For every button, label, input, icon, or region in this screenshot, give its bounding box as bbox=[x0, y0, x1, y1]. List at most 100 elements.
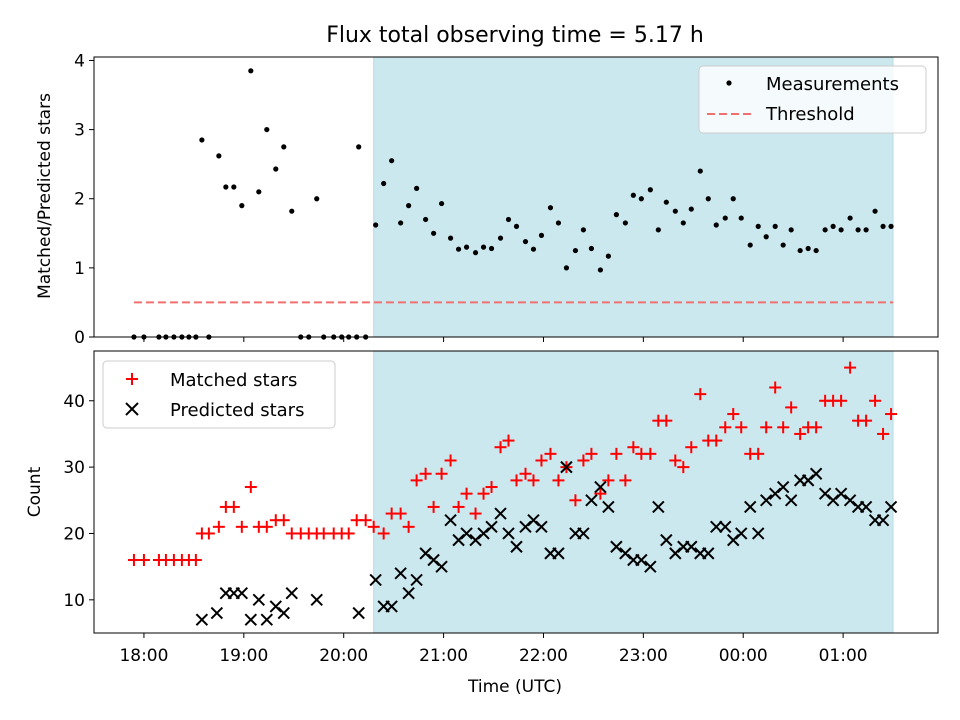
matched-stars-point bbox=[435, 467, 448, 480]
y-tick-label: 1 bbox=[74, 259, 85, 279]
measurements-point bbox=[755, 223, 761, 229]
predicted-stars-point bbox=[552, 547, 565, 560]
y-tick-label: 10 bbox=[63, 591, 85, 611]
measurements-point bbox=[248, 68, 254, 74]
bottom-panel: 10 20 30 40 18:00 19:00 20:00 21:00 22:00 23:00 0… bbox=[25, 350, 939, 697]
matched-stars-point bbox=[277, 514, 290, 527]
measurements-point bbox=[580, 227, 587, 233]
chart-title: Flux total observing time = 5.17 h bbox=[326, 23, 704, 48]
measurements-point bbox=[530, 246, 537, 252]
legend-measurements-marker bbox=[726, 80, 732, 86]
legend-predicted-marker bbox=[125, 402, 139, 416]
measurements-point bbox=[563, 265, 570, 271]
matched-stars-point bbox=[502, 434, 515, 447]
measurements-point bbox=[356, 144, 362, 150]
predicted-stars-point bbox=[402, 586, 415, 600]
matched-stars-point bbox=[394, 507, 407, 520]
matched-stars-point bbox=[685, 441, 698, 454]
measurements-point bbox=[547, 205, 554, 211]
predicted-stars-point bbox=[502, 527, 515, 540]
measurements-point bbox=[231, 184, 237, 190]
measurements-point bbox=[398, 220, 404, 226]
matched-stars-point bbox=[444, 454, 457, 467]
measurements-point bbox=[855, 227, 861, 233]
predicted-stars-point bbox=[884, 500, 898, 514]
measurements-point bbox=[273, 166, 279, 172]
matched-stars-point bbox=[212, 520, 225, 533]
predicted-stars-point bbox=[784, 494, 798, 507]
predicted-stars-point bbox=[585, 494, 598, 507]
matched-stars-point bbox=[594, 487, 607, 500]
predicted-stars-point bbox=[719, 520, 732, 534]
measurements-point bbox=[788, 227, 794, 233]
measurements-point bbox=[373, 222, 379, 228]
measurements-point bbox=[488, 245, 495, 252]
predicted-stars-point bbox=[195, 613, 209, 626]
measurements-point bbox=[613, 212, 619, 218]
measurements-point bbox=[622, 220, 628, 226]
matched-stars-point bbox=[769, 381, 782, 394]
bottom-y-ticks: 10 20 30 40 bbox=[63, 392, 94, 611]
measurements-point bbox=[713, 222, 719, 228]
predicted-stars-point bbox=[510, 540, 523, 553]
top-legend-box bbox=[698, 65, 927, 134]
predicted-stars-point bbox=[252, 593, 266, 607]
matched-stars-point bbox=[510, 474, 523, 487]
matched-stars-point bbox=[677, 461, 690, 474]
matched-stars-point bbox=[227, 500, 240, 513]
measurements-point bbox=[497, 235, 504, 241]
measurements-point bbox=[772, 223, 778, 229]
x-tick-label: 00:00 bbox=[719, 646, 768, 666]
measurements-point bbox=[597, 267, 604, 273]
top-y-axis-label: Matched/Predicted stars bbox=[35, 93, 55, 299]
bottom-legend-box bbox=[102, 360, 336, 429]
top-x-ticks bbox=[143, 337, 844, 342]
x-tick-label: 01:00 bbox=[819, 646, 868, 666]
measurements-point bbox=[430, 230, 437, 236]
matched-stars-point bbox=[402, 520, 415, 533]
measurements-point bbox=[239, 203, 245, 209]
predicted-stars-point bbox=[494, 507, 507, 520]
matched-stars-point bbox=[644, 447, 657, 460]
top-legend: Measurements Threshold bbox=[698, 65, 927, 134]
matched-stars-point bbox=[877, 427, 890, 440]
measurements-point bbox=[797, 247, 803, 254]
matched-stars-point bbox=[235, 520, 248, 533]
predicted-stars-point bbox=[809, 467, 823, 480]
measurements-point bbox=[830, 223, 836, 229]
predicted-stars-point bbox=[277, 606, 290, 620]
matched-stars-point bbox=[694, 388, 707, 401]
bottom-x-ticks: 18:00 19:00 20:00 21:00 22:00 23:00 00:00 01:00 bbox=[119, 633, 868, 666]
top-marks bbox=[131, 68, 894, 340]
predicted-stars-point bbox=[610, 540, 623, 553]
measurements-point bbox=[572, 247, 579, 254]
matched-stars-point bbox=[577, 454, 590, 467]
bottom-axes-frame bbox=[93, 350, 939, 634]
matched-stars-point bbox=[602, 474, 615, 487]
matched-stars-point bbox=[359, 514, 372, 527]
measurements-point bbox=[314, 196, 320, 202]
legend-predicted-label: Predicted stars bbox=[170, 400, 304, 421]
measurements-point bbox=[813, 247, 819, 254]
matched-stars-point bbox=[719, 421, 732, 434]
predicted-stars-point bbox=[435, 560, 448, 573]
matched-stars-point bbox=[619, 474, 632, 487]
matched-stars-point bbox=[777, 421, 790, 434]
legend-matched-marker bbox=[126, 373, 138, 385]
predicted-stars-point bbox=[535, 520, 548, 534]
measurements-point bbox=[705, 196, 711, 202]
measurements-point bbox=[223, 184, 229, 190]
y-tick-label: 3 bbox=[74, 121, 85, 141]
predicted-stars-point bbox=[652, 500, 665, 514]
predicted-stars-point bbox=[352, 606, 365, 620]
matched-stars-point bbox=[735, 421, 748, 434]
predicted-stars-point bbox=[385, 600, 398, 613]
x-tick-label: 20:00 bbox=[319, 646, 368, 666]
y-tick-label: 4 bbox=[74, 51, 85, 71]
predicted-stars-point bbox=[460, 527, 473, 540]
predicted-stars-point bbox=[685, 540, 698, 553]
matched-stars-point bbox=[860, 414, 873, 427]
matched-stars-point bbox=[752, 447, 765, 460]
measurements-point bbox=[414, 185, 420, 191]
